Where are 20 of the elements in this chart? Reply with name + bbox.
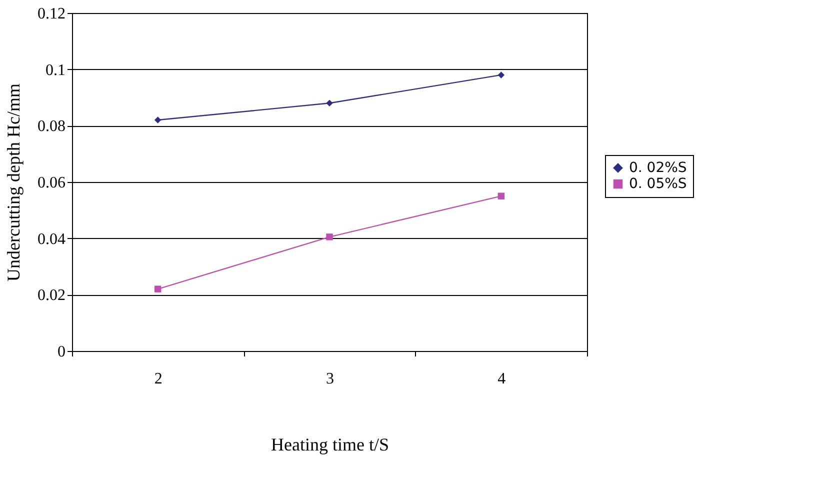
point: [154, 286, 162, 292]
y-tick-label: 0.12: [38, 6, 66, 22]
y-axis-title: Undercutting depth Hc/mm: [4, 84, 24, 282]
x-axis-title: Heating time t/S: [271, 434, 389, 454]
y-tick-label: 0.08: [38, 118, 66, 136]
y-tick-label: 0: [58, 344, 66, 360]
legend-label: 0. 02%S: [629, 160, 687, 176]
y-tick-label: 0.04: [38, 230, 66, 248]
point: [498, 72, 505, 78]
x-tick-label: 3: [326, 370, 334, 388]
point: [326, 234, 333, 240]
y-tick-label: 0.06: [38, 174, 66, 192]
y-tick-label: 0.1: [46, 62, 66, 79]
point: [498, 192, 505, 200]
x-tick-label: 4: [498, 370, 506, 388]
y-tick-label: 0.02: [38, 287, 66, 304]
point: [326, 100, 333, 106]
legend-label: 0. 05%S: [629, 176, 687, 192]
point: [154, 116, 162, 124]
x-tick-label: 2: [154, 370, 162, 388]
